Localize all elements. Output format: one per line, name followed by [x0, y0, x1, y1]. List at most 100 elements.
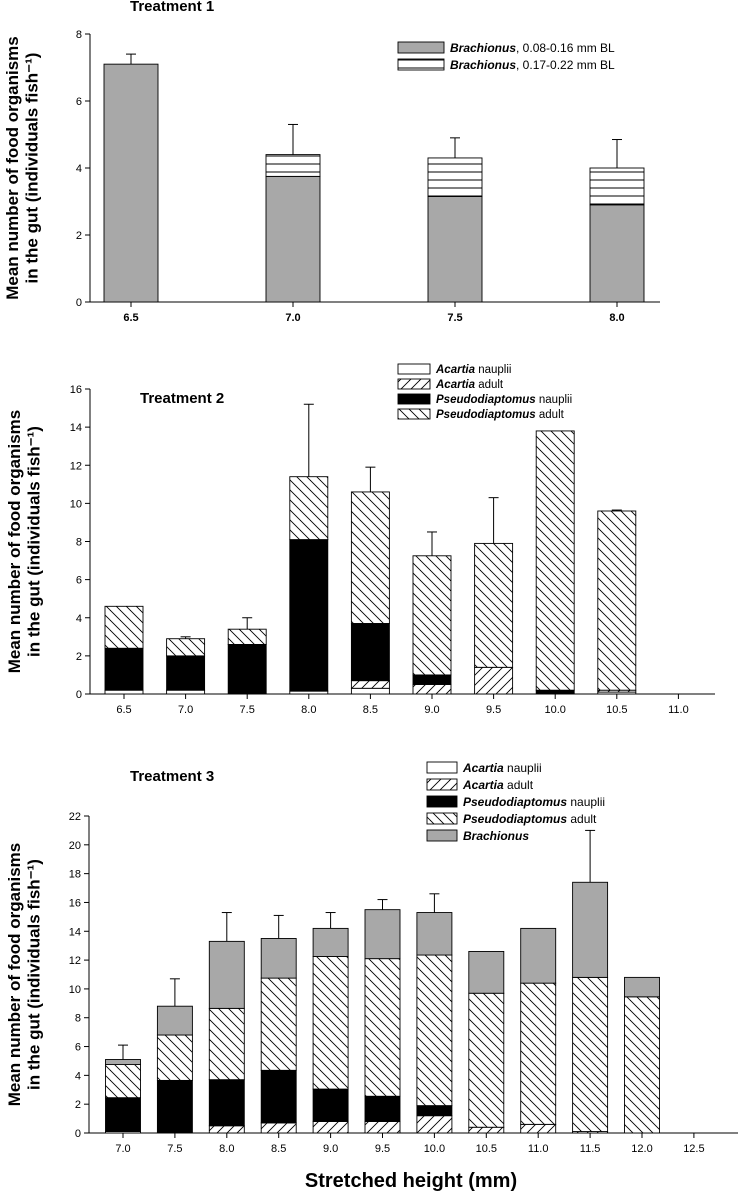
bar-segment	[364, 958, 401, 1097]
y-tick-label: 12	[70, 460, 82, 472]
bar-segment	[312, 927, 349, 957]
y-tick-label: 4	[75, 1070, 81, 1082]
legend-swatch	[397, 408, 431, 420]
bar-segment	[227, 643, 267, 695]
bar-segment	[166, 689, 206, 695]
bar-segment	[166, 655, 206, 691]
legend-label: Acartia nauplii	[462, 761, 542, 775]
bar-segment	[105, 1097, 141, 1133]
x-tick-label: 10.0	[544, 704, 565, 716]
bar-segment	[624, 976, 660, 998]
y-tick-label: 10	[69, 984, 81, 996]
legend: Acartia nauplii Acartia adult Pseudodiapto…	[426, 761, 605, 843]
bar-segment	[520, 1123, 557, 1134]
bar-segment	[589, 167, 645, 206]
bar-segment	[156, 1005, 193, 1036]
x-tick-label: 9.0	[424, 704, 439, 716]
x-tick-label: 8.0	[219, 1143, 234, 1155]
legend-swatch	[426, 778, 458, 791]
chart-title: Treatment 3	[130, 768, 214, 785]
bar-segment	[350, 623, 390, 682]
chart-panel-1: Treatment 1 Mean number of food organisms…	[3, 0, 660, 324]
bar-segment	[364, 909, 401, 960]
bar-segment	[350, 687, 390, 695]
y-tick-label: 2	[76, 230, 82, 242]
bar-segment	[350, 680, 390, 689]
bar-segment	[412, 555, 452, 676]
legend-swatch	[426, 829, 458, 842]
chart-title: Treatment 2	[140, 390, 224, 407]
y-tick-label: 2	[76, 651, 82, 663]
bar-segment	[208, 940, 245, 1009]
chart-panel-3: Treatment 3 Mean number of food organisms…	[5, 761, 738, 1155]
y-tick-label: 2	[75, 1099, 81, 1111]
y-tick-label: 16	[69, 897, 81, 909]
x-tick-label: 8.0	[609, 312, 624, 324]
bar-segment	[427, 196, 483, 303]
legend-label: Acartia nauplii	[435, 364, 511, 376]
bar-segment	[572, 881, 609, 978]
bar-segment	[260, 1122, 297, 1134]
bar-segment	[535, 689, 575, 695]
bar-segment	[260, 938, 297, 979]
x-tick-label: 7.0	[115, 1143, 130, 1155]
y-tick-label: 20	[69, 840, 81, 852]
bar-segment	[166, 638, 206, 657]
x-axis-label: Stretched height (mm)	[305, 1170, 517, 1192]
bar-segment	[227, 628, 267, 645]
legend-swatch	[426, 761, 458, 774]
legend-label: Brachionus	[463, 829, 529, 843]
legend: Brachionus, 0.08-0.16 mm BL Brachionus, 0…	[397, 41, 615, 72]
bar-segment	[289, 539, 329, 692]
y-tick-label: 0	[76, 297, 82, 309]
bar-segment	[265, 175, 321, 303]
y-tick-label: 22	[69, 811, 81, 823]
bar-segment	[520, 927, 557, 984]
bar-segment	[208, 1125, 245, 1134]
bar-segment	[265, 154, 321, 177]
legend-swatch	[397, 58, 445, 71]
bar-segment	[416, 1105, 453, 1117]
legend-label: Acartia adult	[462, 778, 534, 792]
bar-segment	[416, 1115, 453, 1134]
x-tick-label: 8.0	[301, 704, 316, 716]
bar-segment	[474, 542, 514, 668]
x-tick-label: 7.5	[447, 312, 462, 324]
bar-segment	[474, 666, 514, 695]
y-tick-label: 14	[70, 422, 82, 434]
y-axis-label: Mean number of food organismsin the gut …	[5, 843, 44, 1107]
legend-label: Acartia adult	[435, 379, 504, 391]
y-axis-label: Mean number of food organismsin the gut …	[5, 410, 44, 674]
bar-segment	[535, 430, 575, 691]
bar-segment	[427, 157, 483, 197]
y-tick-label: 6	[76, 96, 82, 108]
bar-segment	[156, 1079, 193, 1134]
x-tick-label: 10.0	[424, 1143, 445, 1155]
x-tick-label: 12.0	[631, 1143, 652, 1155]
bar-segment	[364, 1121, 401, 1134]
y-axis-label: Mean number of food organismsin the gut …	[3, 36, 42, 300]
bar-segment	[412, 674, 452, 685]
bar-segment	[104, 647, 144, 691]
y-tick-label: 6	[76, 575, 82, 587]
bar-segment	[156, 1034, 193, 1081]
bar-segment	[597, 510, 637, 691]
legend-swatch	[397, 393, 431, 405]
x-tick-label: 7.0	[178, 704, 193, 716]
bar-segment	[350, 491, 390, 624]
x-tick-label: 9.5	[375, 1143, 390, 1155]
y-tick-label: 16	[70, 384, 82, 396]
y-tick-label: 10	[70, 498, 82, 510]
bar-segment	[104, 605, 144, 649]
bar-segment	[572, 976, 609, 1133]
legend-swatch	[397, 378, 431, 390]
bar-segment	[624, 996, 660, 1134]
legend-swatch	[426, 812, 458, 825]
bar-segment	[260, 977, 297, 1071]
y-tick-label: 12	[69, 955, 81, 967]
bar-segment	[468, 992, 505, 1128]
legend-swatch	[426, 795, 458, 808]
legend-label: Brachionus, 0.08-0.16 mm BL	[450, 41, 615, 55]
chart-title: Treatment 1	[130, 0, 214, 15]
y-tick-label: 4	[76, 613, 82, 625]
